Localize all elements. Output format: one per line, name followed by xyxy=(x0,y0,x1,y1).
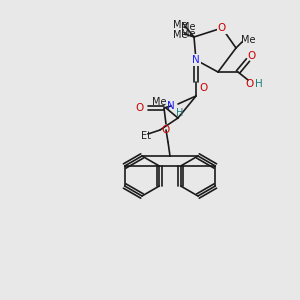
Text: Me: Me xyxy=(241,35,255,45)
Text: Me: Me xyxy=(173,30,187,40)
Text: O: O xyxy=(136,103,144,113)
Text: Me: Me xyxy=(181,22,195,32)
Text: H: H xyxy=(255,79,263,89)
Text: H: H xyxy=(176,108,184,118)
Text: Me: Me xyxy=(173,20,187,30)
Text: Me: Me xyxy=(152,97,166,107)
Text: O: O xyxy=(247,51,255,61)
Text: N: N xyxy=(167,101,175,111)
Text: Et: Et xyxy=(141,131,151,141)
Text: O: O xyxy=(200,83,208,93)
Text: Me: Me xyxy=(181,29,195,39)
Text: N: N xyxy=(192,55,200,65)
Text: O: O xyxy=(218,23,226,33)
Text: O: O xyxy=(246,79,254,89)
Text: O: O xyxy=(162,125,170,135)
